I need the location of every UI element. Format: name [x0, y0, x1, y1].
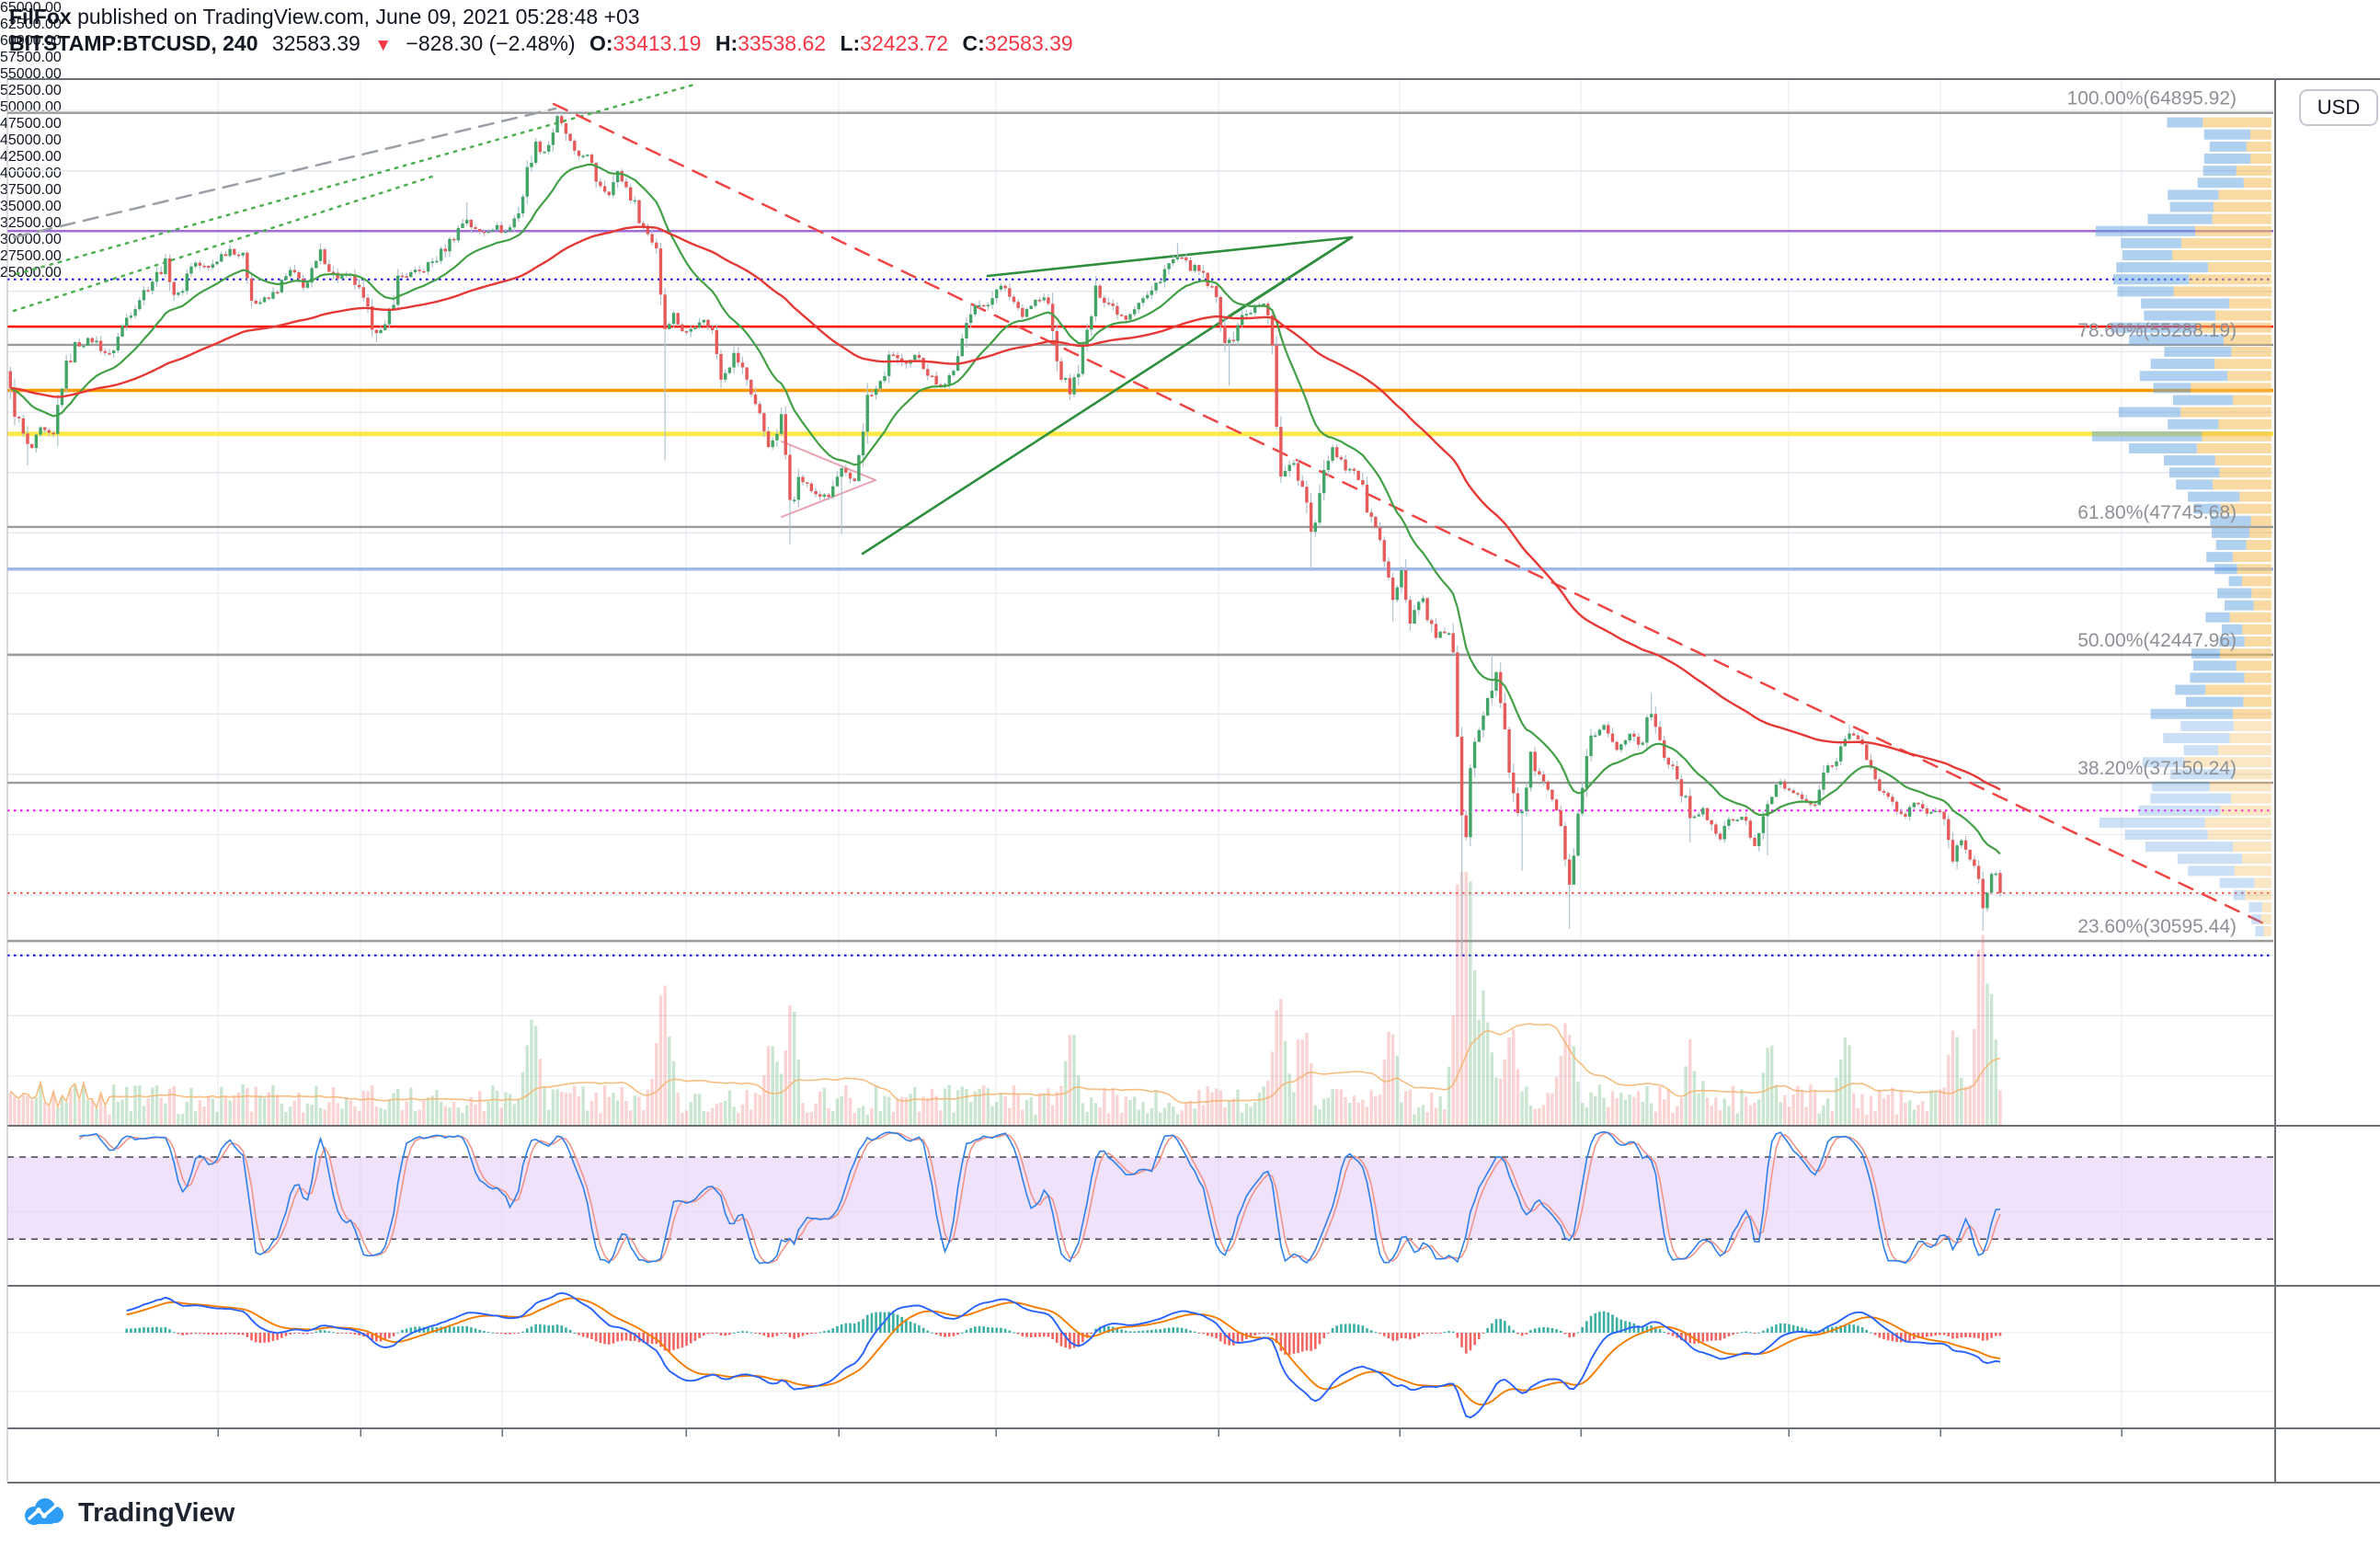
- price-tick-label: 27500.00: [0, 248, 62, 264]
- ascending-dotted-trendline-lower[interactable]: [12, 175, 434, 313]
- publish-line: FilFox published on TradingView.com, Jun…: [9, 4, 640, 29]
- fib-label: 78.60%(55288.19): [2077, 320, 2237, 341]
- price-tick-label: 47500.00: [0, 116, 62, 132]
- fib-label: 61.80%(47745.68): [2077, 502, 2237, 523]
- volume-series: [8, 872, 2002, 1125]
- ema-slow-line[interactable]: [10, 225, 2001, 791]
- price-tick-label: 37500.00: [0, 182, 62, 198]
- price-tick-label: 57500.00: [0, 50, 62, 65]
- macd-pane: [125, 1291, 2002, 1419]
- price-tick-label: 62500.00: [0, 17, 62, 32]
- change-readout: −828.30 (−2.48%): [406, 31, 576, 55]
- currency-toggle-button[interactable]: USD: [2299, 89, 2378, 126]
- fib-label: 23.60%(30595.44): [2077, 916, 2237, 937]
- stoch-k-line: [79, 1130, 2001, 1265]
- price-tick-label: 45000.00: [0, 132, 62, 148]
- stochastic-pane: [7, 1130, 2273, 1265]
- ascending-dashed-trendline-gray[interactable]: [12, 107, 557, 239]
- symbol-title[interactable]: BITSTAMP:BTCUSD, 240: [9, 31, 258, 55]
- price-tick-label: 52500.00: [0, 83, 62, 98]
- macd-line: [126, 1291, 2001, 1419]
- publish-info: published on TradingView.com, June 09, 2…: [71, 5, 640, 29]
- price-tick-label: 55000.00: [0, 66, 62, 82]
- price-tick-label: 42500.00: [0, 149, 62, 165]
- high-value: 33538.62: [738, 31, 827, 55]
- high-label: H:: [715, 31, 738, 55]
- tradingview-logo[interactable]: TradingView: [20, 1495, 235, 1530]
- volume-profile: [2091, 117, 2271, 936]
- fib-label: 50.00%(42447.96): [2077, 630, 2237, 651]
- pennant-back-line[interactable]: [1227, 235, 1354, 318]
- price-tick-label: 30000.00: [0, 232, 62, 247]
- axis-labels-layer: 65000.00 62500.00 60000.00 57500.00 55000.00…: [0, 0, 2380, 281]
- pane-frame: [6, 78, 2380, 1484]
- brand-name: TradingView: [78, 1497, 235, 1528]
- close-value: 32583.39: [984, 31, 1073, 55]
- open-value: 33413.19: [612, 31, 702, 55]
- tradingview-cloud-icon: [25, 1498, 63, 1525]
- low-value: 32423.72: [860, 31, 949, 55]
- price-tick-label: 35000.00: [0, 199, 62, 214]
- low-label: L:: [840, 31, 861, 55]
- price-tick-label: 40000.00: [0, 166, 62, 181]
- author-name: FilFox: [9, 5, 72, 29]
- macd-signal-line: [126, 1297, 2001, 1406]
- volume-ma-line: [9, 1023, 2001, 1111]
- fib-label: 100.00%(64895.92): [2067, 88, 2237, 109]
- fib-labels: 100.00%(64895.92) 78.60%(55288.19) 61.80%(…: [2067, 88, 2237, 937]
- trendline-drawings[interactable]: [12, 83, 2273, 929]
- small-pennant-upper[interactable]: [781, 441, 876, 481]
- price-tick-label: 50000.00: [0, 99, 62, 115]
- pennant-upper-line[interactable]: [986, 235, 1354, 278]
- fib-retracement[interactable]: [7, 111, 2273, 943]
- close-label: C:: [962, 31, 985, 55]
- price-tick-label: 25000.00: [0, 265, 62, 281]
- price-tick-label: 32500.00: [0, 215, 62, 231]
- fib-label: 38.20%(37150.24): [2077, 758, 2237, 779]
- price-tick-label: 60000.00: [0, 33, 62, 49]
- ema-fast-line[interactable]: [9, 163, 2001, 855]
- symbol-line: BITSTAMP:BTCUSD, 240 32583.39 ▼ −828.30 …: [9, 30, 1073, 59]
- candlestick-series: [8, 111, 2002, 956]
- open-label: O:: [589, 31, 613, 55]
- descending-dashed-trendline-red[interactable]: [552, 102, 2273, 929]
- price-down-arrow-icon: ▼: [374, 36, 393, 55]
- last-price-readout: 32583.39: [271, 31, 360, 55]
- price-tick-label: 65000.00: [0, 0, 62, 16]
